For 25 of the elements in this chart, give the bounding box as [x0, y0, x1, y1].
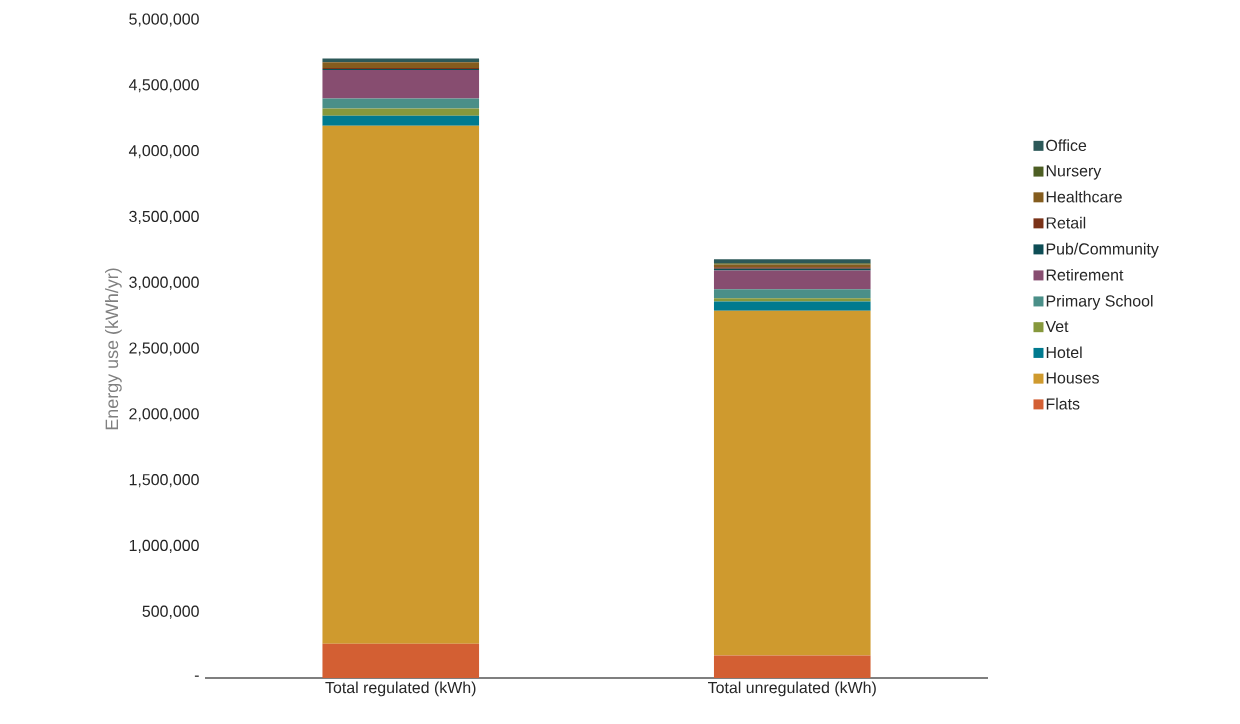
legend-label: Pub/Community — [1046, 242, 1159, 258]
legend-label: Flats — [1046, 397, 1080, 410]
legend-label: Vet — [1045, 320, 1069, 333]
y-tick-label: 4,000,000 — [128, 145, 199, 159]
y-tick-label: 1,000,000 — [129, 539, 199, 553]
y-tick-label: 500,000 — [142, 605, 199, 619]
x-tick-label: Total regulated (kWh) — [325, 681, 476, 697]
legend-label: Hotel — [1046, 346, 1082, 359]
legend-label: Healthcare — [1046, 190, 1122, 203]
legend-label: Retail — [1046, 216, 1086, 229]
y-tick-label: 5,000,000 — [129, 13, 199, 27]
y-tick-label: 2,000,000 — [129, 408, 199, 422]
legend-label: Primary School — [1046, 294, 1153, 310]
y-tick-label: 3,500,000 — [129, 210, 199, 224]
y-tick-label: 1,500,000 — [129, 474, 199, 488]
y-axis-title: Energy use (kWh/yr) — [105, 268, 122, 430]
legend-label: Retirement — [1046, 268, 1124, 281]
legend-label: Nursery — [1046, 165, 1102, 180]
y-tick-label: 4,500,000 — [128, 79, 199, 93]
legend-label: Office — [1046, 139, 1087, 152]
y-tick-label: - — [194, 675, 199, 677]
legend-label: Houses — [1046, 372, 1099, 384]
y-tick-label: 3,000,000 — [129, 276, 199, 290]
y-tick-label: 2,500,000 — [129, 342, 199, 356]
x-tick-label: Total unregulated (kWh) — [708, 681, 876, 697]
